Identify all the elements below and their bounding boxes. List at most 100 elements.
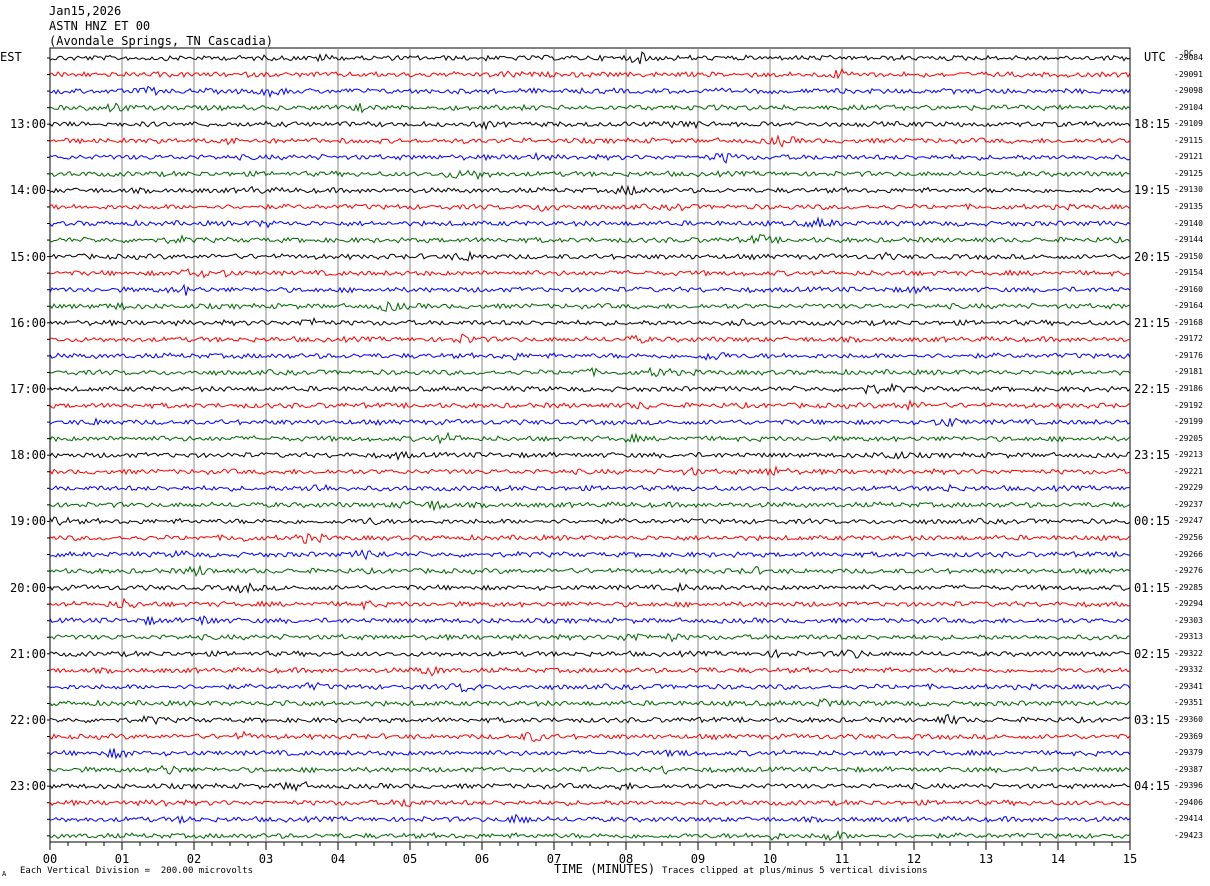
trace-line (49, 120, 1131, 131)
trace-line (49, 682, 1131, 693)
left-hour-label: 23:00 (10, 779, 47, 794)
x-tick-label: 14 (1050, 852, 1066, 866)
trace-count-label: -29303 (1174, 615, 1203, 625)
trace-count-label: -29144 (1174, 235, 1203, 245)
scale-note: Each Vertical Division = 200.00 microvol… (20, 866, 253, 876)
trace-count-label: -29313 (1174, 632, 1203, 642)
trace-count-label: -29332 (1174, 665, 1203, 675)
trace-line (49, 51, 1131, 65)
trace-line (49, 366, 1131, 378)
trace-count-label: -29150 (1174, 251, 1203, 261)
trace-line (49, 548, 1131, 561)
trace-count-label: -29247 (1174, 516, 1203, 526)
trace-line (49, 102, 1131, 114)
trace-count-label: -29256 (1174, 532, 1203, 542)
trace-line (49, 500, 1131, 512)
trace-count-label: -29104 (1174, 102, 1203, 112)
trace-count-label: -29360 (1174, 715, 1203, 724)
trace-count-label: -29098 (1174, 86, 1203, 96)
plot-frame (49, 47, 1131, 843)
trace-line (49, 730, 1131, 743)
x-tick-label: 01 (114, 852, 130, 866)
trace-line (49, 352, 1131, 361)
right-timezone: UTC (1144, 50, 1166, 64)
x-tick-label: 02 (186, 852, 202, 866)
trace-line (49, 382, 1131, 395)
trace-count-label: -29285 (1174, 582, 1203, 592)
trace-line (49, 151, 1131, 164)
right-hour-label: 01:15 (1134, 580, 1171, 595)
trace-count-label: -29168 (1174, 317, 1203, 327)
trace-count-label: -29199 (1174, 417, 1203, 427)
trace-line (49, 134, 1131, 148)
x-tick-label: 00 (42, 852, 58, 866)
trace-line (49, 597, 1131, 611)
trace-line (49, 67, 1131, 80)
left-hour-label: 17:00 (10, 382, 47, 396)
trace-line (49, 333, 1131, 344)
trace-line (49, 798, 1131, 808)
trace-line (49, 203, 1131, 212)
left-hour-label: 18:00 (10, 448, 47, 463)
right-hour-label: 20:15 (1134, 249, 1171, 264)
trace-count-label: -29379 (1174, 748, 1203, 758)
x-tick-label: 03 (258, 852, 274, 866)
right-hour-label: 22:15 (1134, 382, 1171, 396)
x-tick-label: 15 (1122, 852, 1138, 866)
trace-count-label: -29205 (1174, 433, 1203, 443)
left-hour-label: 14:00 (10, 183, 47, 198)
header-date: Jan15,2026 (49, 4, 122, 18)
trace-count-label: -29172 (1174, 334, 1203, 344)
trace-count-label: -29213 (1174, 450, 1203, 460)
header-station: ASTN HNZ ET 00 (49, 19, 151, 33)
trace-line (49, 648, 1130, 659)
trace-count-label: -29406 (1174, 797, 1203, 807)
trace-count-label: -29294 (1174, 599, 1203, 609)
trace-line (49, 665, 1131, 677)
right-hour-label: 04:15 (1134, 779, 1171, 794)
trace-line (49, 581, 1131, 594)
trace-count-label: -29369 (1174, 731, 1203, 741)
x-tick-label: 08 (618, 852, 634, 866)
trace-count-label: -29266 (1174, 549, 1203, 559)
trace-line (49, 268, 1131, 279)
right-hour-label: 18:15 (1134, 117, 1171, 132)
trace-line (49, 301, 1131, 313)
trace-count-label: -29423 (1174, 830, 1203, 840)
trace-line (49, 781, 1131, 793)
x-tick-label: 10 (762, 852, 778, 866)
trace-count-label: -29109 (1174, 119, 1203, 129)
trace-line (49, 483, 1130, 493)
trace-line (49, 216, 1131, 229)
x-tick-label: 12 (906, 852, 922, 866)
left-hour-label: 20:00 (10, 580, 47, 595)
x-axis-title: TIME (MINUTES) (554, 862, 656, 876)
x-tick-label: 13 (978, 852, 994, 866)
trace-count-label: -29164 (1174, 301, 1203, 311)
trace-count-label: -29396 (1174, 781, 1203, 791)
trace-line (49, 813, 1131, 825)
x-tick-label: 07 (546, 852, 562, 866)
trace-line (49, 250, 1131, 262)
trace-line (49, 417, 1131, 428)
trace-count-label: -29192 (1174, 400, 1203, 410)
trace-line (49, 516, 1131, 526)
right-hour-label: 02:15 (1134, 646, 1171, 661)
trace-line (49, 399, 1131, 412)
trace-count-label: -29237 (1174, 499, 1203, 509)
left-timezone: EST (0, 50, 22, 64)
trace-count-label: -29121 (1174, 152, 1203, 162)
trace-line (49, 532, 1131, 544)
x-tick-label: 04 (330, 852, 346, 866)
x-tick-label: 06 (474, 852, 490, 866)
right-hour-label: 19:15 (1134, 183, 1171, 198)
left-hour-label: 16:00 (10, 315, 47, 330)
right-hour-label: 21:15 (1134, 315, 1171, 330)
trace-count-label: -29186 (1174, 384, 1203, 393)
trace-count-label: -29221 (1174, 466, 1203, 476)
trace-line (49, 184, 1131, 196)
left-hour-label: 22:00 (10, 713, 47, 727)
trace-count-label: -29140 (1174, 218, 1203, 228)
right-hour-label: 03:15 (1134, 713, 1171, 727)
